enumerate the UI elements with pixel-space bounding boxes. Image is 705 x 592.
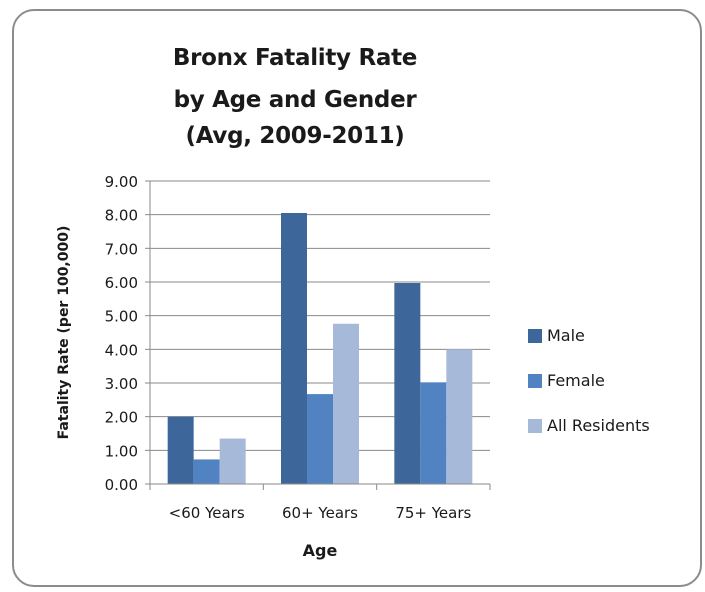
bar-all-residents-1	[333, 323, 359, 484]
legend-item-male: Male	[528, 313, 650, 358]
y-tick-label: 7.00	[105, 240, 138, 258]
x-tick-label: <60 Years	[169, 504, 245, 522]
y-tick-label: 1.00	[105, 442, 138, 460]
x-tick-label: 60+ Years	[282, 504, 358, 522]
legend-swatch-all-residents	[528, 418, 542, 433]
bar-female-2	[420, 382, 447, 484]
bar-male-0	[167, 416, 194, 484]
y-tick-label: 4.00	[105, 341, 138, 359]
bar-female-0	[193, 459, 220, 484]
y-tick-labels: 0.00 1.00 2.00 3.00 4.00 5.00 6.00 7.00 8.00 9.00	[105, 173, 150, 494]
y-tick-label: 2.00	[105, 409, 138, 427]
bars	[167, 212, 473, 484]
x-tick-labels: <60 Years 60+ Years 75+ Years	[149, 484, 491, 522]
chart-title-line-2: by Age and Gender	[173, 87, 417, 113]
chart-title-line-3: (Avg, 2009-2011)	[185, 123, 405, 149]
y-tick-label: 5.00	[105, 308, 138, 326]
bar-female-1	[307, 394, 333, 484]
y-tick-label: 9.00	[105, 173, 138, 191]
y-tick-label: 0.00	[105, 476, 138, 494]
legend-label-female: Female	[547, 371, 605, 390]
legend-label-male: Male	[547, 326, 585, 345]
legend-item-female: Female	[528, 358, 650, 403]
legend-swatch-male	[528, 328, 542, 343]
chart-title-line-1: Bronx Fatality Rate	[172, 45, 418, 71]
x-tick-label: 75+ Years	[395, 504, 471, 522]
legend: Male Female All Residents	[528, 313, 650, 448]
y-tick-label: 6.00	[105, 274, 138, 292]
bar-male-1	[281, 212, 307, 484]
y-tick-label: 3.00	[105, 375, 138, 393]
x-axis-label: Age	[303, 541, 338, 560]
legend-label-all-residents: All Residents	[547, 416, 650, 435]
legend-swatch-female	[528, 373, 542, 388]
bar-all-residents-0	[219, 438, 246, 484]
y-axis-label: Fatality Rate (per 100,000)	[56, 226, 72, 440]
chart-frame	[12, 9, 702, 587]
bar-male-2	[394, 283, 421, 484]
bar-all-residents-2	[446, 349, 473, 484]
legend-item-all-residents: All Residents	[528, 403, 650, 448]
y-tick-label: 8.00	[105, 207, 138, 225]
